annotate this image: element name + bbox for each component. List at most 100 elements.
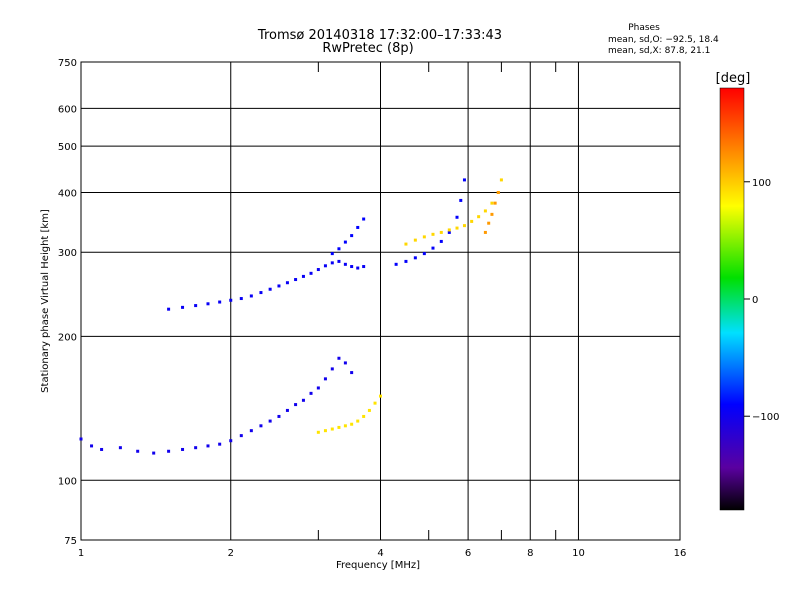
data-point: [490, 212, 494, 216]
data-point: [79, 437, 83, 441]
data-point: [455, 215, 459, 219]
stats-x-mode: mean, sd,X: 87.8, 21.1: [608, 46, 710, 56]
data-point: [323, 377, 327, 381]
data-point: [343, 361, 347, 365]
data-point: [249, 294, 253, 298]
data-point: [350, 371, 354, 375]
data-point: [277, 284, 281, 288]
data-point: [218, 300, 222, 304]
y-tick-label: 750: [58, 58, 77, 69]
data-point: [490, 201, 494, 205]
data-point: [229, 439, 233, 443]
data-point: [343, 424, 347, 428]
colorbar-ticks: 100 0 −100: [744, 178, 779, 423]
data-point: [316, 386, 320, 390]
chart-subtitle: RwPretec (8p): [322, 41, 413, 56]
data-point: [330, 252, 334, 256]
data-point: [268, 287, 272, 291]
data-point: [337, 425, 341, 429]
data-point: [181, 447, 185, 451]
data-point: [367, 408, 371, 412]
data-point: [268, 419, 272, 423]
y-tick-label: 600: [58, 104, 77, 115]
data-point: [496, 190, 500, 194]
data-point: [356, 266, 360, 270]
data-point: [477, 215, 481, 219]
stats-heading: Phases: [628, 23, 660, 33]
data-point: [439, 239, 443, 243]
data-point: [487, 221, 491, 225]
colorbar-tick-label: −100: [752, 412, 779, 423]
x-tick-label: 10: [572, 548, 585, 559]
y-tick-label: 100: [58, 476, 77, 487]
y-tick-label: 500: [58, 142, 77, 153]
data-point: [413, 256, 417, 260]
data-point: [422, 252, 426, 256]
data-point: [422, 235, 426, 239]
data-point: [356, 225, 360, 229]
grid-lines: [81, 62, 680, 540]
y-tick-label: 200: [58, 332, 77, 343]
data-point: [337, 247, 341, 251]
data-point: [218, 442, 222, 446]
data-point: [373, 401, 377, 405]
chart-title: Tromsø 20140318 17:32:00–17:33:43: [257, 28, 502, 43]
data-point: [206, 302, 210, 306]
data-point: [100, 447, 104, 451]
data-point: [181, 305, 185, 309]
data-point: [404, 242, 408, 246]
x-tick-label: 2: [228, 548, 234, 559]
y-tick-label: 75: [64, 536, 77, 547]
data-point: [447, 230, 451, 234]
data-point: [362, 217, 366, 221]
y-tick-labels: 75 100 200 300 400 500 600 750: [58, 58, 77, 547]
data-point: [330, 427, 334, 431]
data-point: [285, 408, 289, 412]
data-point: [493, 201, 497, 205]
data-point: [462, 224, 466, 228]
x-tick-label: 1: [78, 548, 84, 559]
data-point: [379, 394, 382, 398]
y-tick-label: 400: [58, 188, 77, 199]
data-point: [206, 444, 210, 448]
data-point: [239, 297, 243, 301]
minor-ticks: [317, 62, 557, 540]
data-points: [79, 178, 503, 455]
data-point: [413, 238, 417, 242]
data-point: [350, 265, 354, 269]
data-point: [459, 198, 463, 202]
colorbar-tick-label: 0: [752, 295, 758, 306]
data-point: [439, 230, 443, 234]
x-tick-label: 16: [674, 548, 687, 559]
x-axis-label: Frequency [MHz]: [336, 560, 420, 571]
data-point: [167, 449, 171, 453]
y-axis-label: Stationary phase Virtual Height [km]: [40, 209, 51, 393]
data-point: [277, 414, 281, 418]
data-point: [249, 429, 253, 433]
data-point: [239, 434, 243, 438]
data-point: [152, 451, 156, 455]
colorbar-tick-label: 100: [752, 178, 771, 189]
x-tick-label: 6: [465, 548, 471, 559]
y-tick-label: 300: [58, 248, 77, 259]
data-point: [285, 281, 289, 285]
data-point: [431, 246, 435, 250]
data-point: [309, 271, 313, 275]
data-point: [447, 228, 451, 232]
data-point: [499, 178, 503, 182]
data-point: [350, 234, 354, 238]
colorbar: [719, 87, 745, 511]
data-point: [343, 262, 347, 266]
data-point: [316, 268, 320, 272]
data-point: [259, 424, 263, 428]
data-point: [118, 446, 122, 450]
data-point: [470, 219, 474, 223]
colorbar-label: [deg]: [716, 71, 751, 86]
data-point: [362, 265, 366, 269]
data-point: [229, 298, 233, 302]
data-point: [483, 209, 487, 213]
data-point: [356, 419, 360, 423]
data-point: [323, 264, 327, 268]
data-point: [259, 291, 263, 295]
data-point: [394, 262, 398, 266]
